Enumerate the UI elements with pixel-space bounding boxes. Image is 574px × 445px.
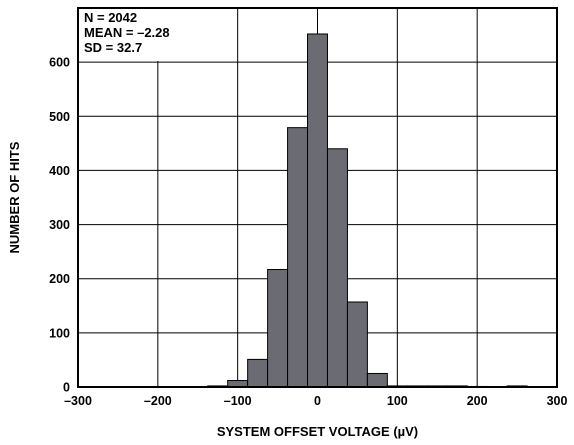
x-axis-title: SYSTEM OFFSET VOLTAGE (µV) [217, 424, 418, 439]
histogram-bar [287, 127, 309, 388]
y-tick-label: 500 [49, 110, 70, 124]
y-axis-title: NUMBER OF HITS [7, 141, 22, 253]
y-tick-labels: 0 100 200 300 400 500 600 [49, 56, 70, 395]
stats-box-background [79, 9, 203, 61]
plot-frame [77, 7, 558, 388]
x-tick-label: 300 [547, 394, 568, 408]
x-tick-label: –200 [144, 394, 172, 408]
histogram-bar [307, 33, 328, 388]
y-tick-label: 0 [63, 381, 70, 395]
histogram-bar [366, 372, 388, 388]
y-tick-label: 100 [49, 326, 70, 340]
x-tick-label: 0 [314, 394, 321, 408]
x-tick-labels: –300 –200 –100 0 100 200 300 [64, 394, 567, 408]
stats-box: N = 2042 MEAN = –2.28 SD = 32.7 [79, 9, 203, 61]
histogram-bar [346, 301, 368, 388]
histogram-bar [247, 358, 269, 388]
stat-mean: MEAN = –2.28 [84, 25, 170, 40]
bars [207, 33, 528, 388]
stat-sd: SD = 32.7 [84, 40, 142, 55]
y-tick-label: 600 [49, 56, 70, 70]
x-tick-label: 100 [387, 394, 408, 408]
x-tick-label: –300 [64, 394, 92, 408]
histogram-bar [267, 269, 289, 388]
x-tick-label: –100 [224, 394, 252, 408]
y-tick-label: 200 [49, 272, 70, 286]
histogram-bar [326, 148, 348, 388]
y-tick-label: 300 [49, 218, 70, 232]
x-tick-label: 200 [467, 394, 488, 408]
y-tick-label: 400 [49, 164, 70, 178]
stat-n: N = 2042 [84, 10, 137, 25]
